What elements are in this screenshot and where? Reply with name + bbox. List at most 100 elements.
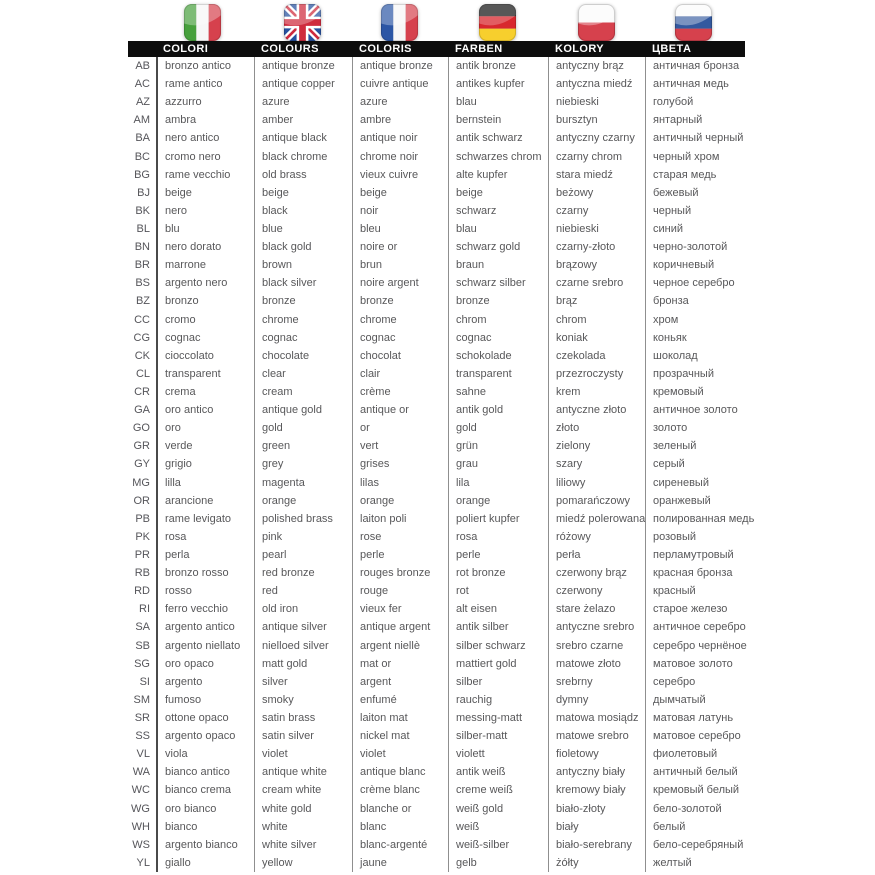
color-name-de: rot	[448, 582, 548, 601]
color-name-de: rosa	[448, 527, 548, 546]
color-code: PK	[135, 530, 150, 543]
header-colours: COLOURS	[261, 43, 319, 55]
header-coloris: COLORIS	[359, 43, 412, 55]
color-name-fr: antique bronze	[352, 57, 448, 76]
color-name-it: cognac	[156, 328, 254, 347]
table-row: RD rosso red rouge rot czerwony красный	[128, 582, 745, 601]
color-name-pl: żółty	[548, 853, 645, 872]
color-name-en: antique white	[254, 763, 352, 782]
color-name-de: silber schwarz	[448, 636, 548, 655]
color-name-fr: crème blanc	[352, 781, 448, 800]
color-code: BL	[136, 223, 150, 236]
table-row: AC rame antico antique copper cuivre ant…	[128, 75, 745, 94]
color-name-pl: matowe złoto	[548, 654, 645, 673]
color-name-it: argento	[156, 672, 254, 691]
color-name-ru: желтый	[645, 853, 745, 872]
table-row: WA bianco antico antique white antique b…	[128, 763, 745, 782]
color-name-en: red	[254, 582, 352, 601]
color-name-ru: красная бронза	[645, 564, 745, 583]
color-name-en: magenta	[254, 473, 352, 492]
color-code: CL	[135, 367, 150, 380]
color-name-fr: vieux fer	[352, 600, 448, 619]
color-name-ru: бежевый	[645, 183, 745, 202]
color-name-fr: rouge	[352, 582, 448, 601]
color-code: BA	[135, 132, 150, 145]
table-row: VL viola violet violet violett fioletowy…	[128, 745, 745, 764]
color-code: WC	[131, 784, 150, 797]
color-code: GR	[133, 440, 151, 453]
color-name-fr: noire or	[352, 238, 448, 257]
table-row: OR arancione orange orange orange pomara…	[128, 491, 745, 510]
color-name-it: crema	[156, 382, 254, 402]
color-name-en: antique copper	[254, 75, 352, 94]
color-name-en: amber	[254, 111, 352, 130]
color-name-pl: pomarańczowy	[548, 491, 645, 510]
table-row: PK rosa pink rose rosa różowy розовый	[128, 527, 745, 546]
color-name-ru: матовая латунь	[645, 708, 745, 728]
color-code: SM	[133, 693, 151, 706]
color-name-fr: rose	[352, 527, 448, 546]
color-name-it: marrone	[156, 256, 254, 275]
color-name-ru: кремовый	[645, 382, 745, 402]
color-name-fr: antique noir	[352, 129, 448, 148]
color-name-en: clear	[254, 364, 352, 383]
color-name-ru: бело-золотой	[645, 799, 745, 818]
color-code: GO	[132, 422, 150, 435]
table-row: BC cromo nero black chrome chrome noir s…	[128, 147, 745, 166]
color-name-it: oro opaco	[156, 654, 254, 673]
color-code: SI	[139, 675, 150, 688]
table-row: PR perla pearl perle perle perła перламу…	[128, 545, 745, 565]
color-name-ru: зеленый	[645, 437, 745, 456]
color-name-en: antique bronze	[254, 57, 352, 76]
color-code: SS	[135, 730, 150, 743]
color-name-it: nero dorato	[156, 238, 254, 257]
color-name-pl: antyczny czarny	[548, 129, 645, 148]
color-name-it: rosso	[156, 582, 254, 601]
table-row: CG cognac cognac cognac cognac koniak ко…	[128, 328, 745, 347]
color-name-ru: золото	[645, 419, 745, 438]
table-row: GO oro gold or gold złoto золото	[128, 419, 745, 438]
table-row: PB rame levigato polished brass laiton p…	[128, 509, 754, 528]
flag-uk-icon	[284, 4, 321, 41]
table-header: COLORI COLOURS COLORIS FARBEN KOLORY ЦВЕ…	[128, 41, 745, 57]
color-name-pl: biało-złoty	[548, 799, 645, 818]
color-name-ru: черно-золотой	[645, 238, 745, 257]
color-name-de: bronze	[448, 292, 548, 311]
color-name-pl: brązowy	[548, 256, 645, 275]
color-name-it: perla	[156, 545, 254, 565]
table-row: BJ beige beige beige beige beżowy бежевы…	[128, 183, 745, 202]
color-name-fr: cognac	[352, 328, 448, 347]
color-name-fr: jaune	[352, 853, 448, 872]
color-code: YL	[136, 856, 150, 869]
color-name-it: ferro vecchio	[156, 600, 254, 619]
table-row: SR ottone opaco satin brass laiton mat m…	[128, 708, 745, 728]
color-name-de: silber-matt	[448, 727, 548, 746]
color-name-pl: liliowy	[548, 473, 645, 492]
color-name-ru: бело-серебряный	[645, 835, 745, 854]
color-name-en: black	[254, 201, 352, 220]
color-name-en: matt gold	[254, 654, 352, 673]
color-name-pl: zielony	[548, 437, 645, 456]
color-name-de: cognac	[448, 328, 548, 347]
color-name-de: grün	[448, 437, 548, 456]
color-table: COLORI COLOURS COLORIS FARBEN KOLORY ЦВЕ…	[128, 41, 754, 872]
color-code: CG	[133, 331, 151, 344]
color-name-de: schwarz silber	[448, 274, 548, 293]
color-name-de: rauchig	[448, 690, 548, 709]
color-code: RD	[134, 585, 150, 598]
color-name-it: fumoso	[156, 690, 254, 709]
header-kolory: KOLORY	[555, 43, 605, 55]
color-code: OR	[133, 494, 151, 507]
color-code: BC	[134, 150, 150, 163]
color-code: CR	[134, 386, 150, 399]
color-name-fr: vert	[352, 437, 448, 456]
color-name-pl: fioletowy	[548, 745, 645, 764]
color-name-fr: antique argent	[352, 618, 448, 637]
color-code: BZ	[135, 295, 150, 308]
color-name-pl: szary	[548, 455, 645, 474]
color-name-ru: кремовый белый	[645, 781, 745, 800]
color-name-fr: blanc-argenté	[352, 835, 448, 854]
color-code: PR	[134, 549, 150, 561]
color-name-fr: vieux cuivre	[352, 165, 448, 184]
color-name-fr: rouges bronze	[352, 564, 448, 583]
